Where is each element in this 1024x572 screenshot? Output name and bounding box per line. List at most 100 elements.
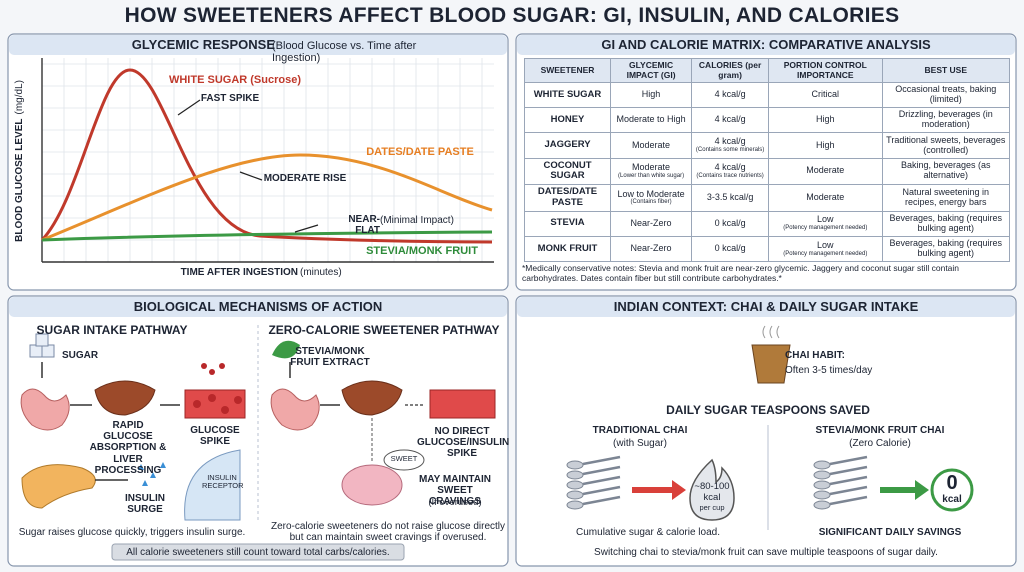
spoon xyxy=(813,480,831,490)
spoons xyxy=(566,455,868,510)
title: HOW SWEETENERS AFFECT BLOOD SUGAR: GI, I… xyxy=(124,4,900,27)
chai-cup xyxy=(751,344,791,384)
table-cell: Moderate xyxy=(609,132,693,159)
title-suffix: (Blood Glucose vs. Time after Ingestion) xyxy=(272,40,417,65)
steam xyxy=(762,325,780,339)
note: (with Sugar) xyxy=(613,438,667,449)
3: MODERATE RISE xyxy=(263,173,347,184)
table-cell: Near-Zero xyxy=(609,210,693,237)
table-cell: Near-Zero xyxy=(609,235,693,263)
habit-freq: Often 3-5 times/day xyxy=(785,365,873,376)
chart-axes xyxy=(41,58,494,263)
table-cell: Beverages, baking (requires bulking agen… xyxy=(881,210,1011,237)
table-row: STEVIA Near-Zero 0 kcal/g Low (Potency manag… xyxy=(524,210,1011,237)
title: BIOLOGICAL MECHANISMS OF ACTION xyxy=(133,299,383,314)
cell-sub: (Contains fiber) xyxy=(630,199,672,206)
title: SUGAR INTAKE PATHWAY xyxy=(36,323,188,337)
cell-main: Moderate xyxy=(632,162,671,173)
surge: INSULIN SURGE xyxy=(125,493,165,516)
pancreas xyxy=(21,464,96,509)
table-cell: Traditional sweets, beverages (controlle… xyxy=(881,132,1011,159)
table-cell: JAGGERY xyxy=(524,132,611,159)
6: STEVIA/MONK FRUIT xyxy=(366,245,478,257)
table-row: COCONUT SUGAR Moderate (Lower than white s… xyxy=(524,157,1011,186)
spoon xyxy=(566,460,584,470)
spoon xyxy=(813,470,831,480)
input: STEVIA/MONK FRUIT EXTRACT xyxy=(290,346,370,369)
table-cell: 4 kcal/g (Contains trace nutrients) xyxy=(691,157,770,186)
curve-dates xyxy=(41,153,493,242)
badge-note: per cup xyxy=(699,503,725,512)
4: NEAR-FLAT xyxy=(348,214,380,237)
spoon-handle xyxy=(829,495,868,506)
table-cell: 3-3.5 kcal/g xyxy=(691,184,770,212)
header-row: SWEETENER GLYCEMIC IMPACT (GI) CALORIES (p… xyxy=(524,58,1011,83)
subtitle: DAILY SUGAR TEASPOONS SAVED xyxy=(666,403,870,417)
table-cell: High xyxy=(609,81,693,109)
blood-cells xyxy=(193,363,242,414)
table-cell: STEVIA xyxy=(524,210,611,237)
cell-main: Low xyxy=(817,214,834,225)
cell-sub: (Potency management needed) xyxy=(783,225,868,232)
table-cell: Occasional treats, baking (limited) xyxy=(881,81,1011,109)
spike: GLUCOSE SPIKE xyxy=(190,425,240,448)
note: (Zero Calorie) xyxy=(849,438,911,449)
cell-sub: (Contains some minerals) xyxy=(695,147,765,154)
table-row: DATES/DATE PASTE Low to Moderate (Contains… xyxy=(524,184,1011,212)
title: STEVIA/MONK FRUIT CHAI xyxy=(815,425,945,436)
table-cell: DATES/DATE PASTE xyxy=(524,184,611,212)
table-cell: COCONUT SUGAR xyxy=(524,157,611,186)
liver xyxy=(341,380,403,416)
cell-main: Low xyxy=(817,239,834,250)
table-cell: Critical xyxy=(768,81,883,109)
spoon xyxy=(566,480,584,490)
spoon xyxy=(813,500,831,510)
spoon xyxy=(813,490,831,500)
spoon-handle xyxy=(829,485,868,496)
caption: Zero-calorie sweeteners do not raise glu… xyxy=(271,521,505,544)
receptor: INSULIN RECEPTOR xyxy=(202,473,244,491)
intestine xyxy=(270,388,320,431)
thought-bubble xyxy=(383,449,425,471)
table-cell: Low to Moderate (Contains fiber) xyxy=(609,184,693,212)
table-cell: Drizzling, beverages (in moderation) xyxy=(881,107,1011,134)
y-label: BLOOD GLUCOSE LEVEL xyxy=(14,118,26,242)
table-cell: Moderate xyxy=(768,184,883,212)
curve-white-sugar xyxy=(40,68,493,244)
table-row: JAGGERY Moderate 4 kcal/g (Contains some mi… xyxy=(524,132,1011,159)
table-row: HONEY Moderate to High 4 kcal/g High Drizzli… xyxy=(524,107,1011,134)
caption: Sugar raises glucose quickly, triggers i… xyxy=(18,527,246,538)
1: FAST SPIKE xyxy=(200,93,260,104)
habit: CHAI HABIT: xyxy=(785,350,845,361)
table-cell: Moderate (Lower than white sugar) xyxy=(609,157,693,186)
spoon xyxy=(566,500,584,510)
caption: SIGNIFICANT DAILY SAVINGS xyxy=(818,527,962,538)
header-cell: SWEETENER xyxy=(524,58,611,83)
cell-main: 4 kcal/g xyxy=(714,162,746,173)
0: WHITE SUGAR (Sucrose) xyxy=(168,74,301,86)
table-row: MONK FRUIT Near-Zero 0 kcal/g Low (Potency m… xyxy=(524,235,1011,263)
arrow-red xyxy=(632,480,686,500)
spoon-handle xyxy=(582,475,621,486)
zero-badge xyxy=(930,468,974,512)
table-cell: MONK FRUIT xyxy=(524,235,611,263)
table-row: WHITE SUGAR High 4 kcal/g Critical Occasiona… xyxy=(524,81,1011,109)
spoon xyxy=(813,460,831,470)
cell-sub: (Potency management needed) xyxy=(783,250,868,257)
spoon-handle xyxy=(829,475,868,486)
liver xyxy=(94,380,156,416)
curve-stevia xyxy=(41,230,493,242)
y-axis-label: BLOOD GLUCOSE LEVEL (mg/dL) xyxy=(9,61,27,261)
y-unit: (mg/dL) xyxy=(14,80,26,115)
badge: 0 xyxy=(946,472,958,494)
vessel xyxy=(429,389,496,419)
spoon-handle xyxy=(829,455,868,466)
table-cell: High xyxy=(768,107,883,134)
table-cell: 4 kcal/g (Contains some minerals) xyxy=(691,132,770,159)
cell-main: Low to Moderate xyxy=(617,188,685,199)
spoon-handle xyxy=(582,485,621,496)
header-cell: PORTION CONTROL IMPORTANCE xyxy=(768,58,883,83)
insulin-triangles xyxy=(138,462,166,486)
stevia-leaf xyxy=(272,340,300,359)
no-spike: NO DIRECT GLUCOSE/INSULIN SPIKE xyxy=(417,426,510,460)
